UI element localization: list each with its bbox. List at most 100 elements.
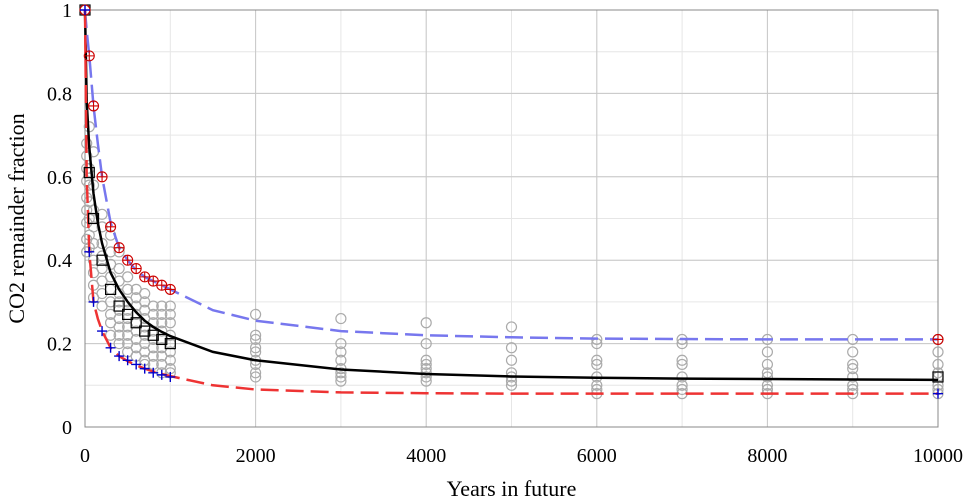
scatter-point [847,346,859,358]
upper-marker-cross [97,171,108,182]
scatter-point [591,379,603,391]
lower-bound-line [83,9,938,395]
scatter-point [122,283,134,295]
mean-marker [96,254,108,266]
scatter-point [164,354,176,366]
lower-marker [131,359,142,370]
scatter-point [147,342,159,354]
scatter-point [676,354,688,366]
lower-marker [122,355,133,366]
x-tick-label: 2000 [236,445,276,467]
mean-marker [147,329,159,341]
scatter-point [164,308,176,321]
scatter-point [113,329,125,341]
series-lines [83,9,939,395]
lower-marker [80,5,90,15]
upper-marker-cross [131,263,142,274]
lower-marker [165,371,176,382]
scatter-point [113,262,125,275]
scatter-point [164,300,176,312]
y-tick-label: 0 [62,417,72,439]
y-tick-label: 0.4 [47,250,72,272]
scatter-point [932,358,944,371]
scatter-point [81,204,93,216]
scatter-point [505,321,518,333]
scatter-point [164,329,176,341]
x-tick-label: 0 [80,445,90,467]
mean-marker [932,371,944,383]
scatter-point [761,346,774,358]
tick-labels: 0 2000 4000 6000 8000 10000 0 0.2 0.4 0.6 0.8 1 [47,0,963,467]
upper-marker-cross [165,284,176,295]
lower-marker [88,296,99,307]
mean-marker [130,317,142,329]
scatter-point [676,379,688,391]
scatter-point [156,317,168,329]
scatter-point [676,371,688,383]
scatter-point [591,354,603,366]
scatter-point [164,317,176,329]
upper-marker-cross [148,276,159,287]
scatter-point [335,312,347,325]
upper-marker-cross [122,255,133,266]
scatter-point [250,367,262,379]
x-tick-label: 10000 [913,445,963,467]
scatter-point [761,358,774,371]
scatter-point [335,338,347,350]
scatter-point [420,375,432,387]
scatter-point [156,300,168,312]
scatter-point [147,350,159,362]
scatter-point [420,354,432,366]
y-tick-label: 1 [62,0,72,22]
y-tick-label: 0.2 [47,334,72,356]
scatter-point [147,308,159,321]
y-tick-label: 0.6 [47,167,72,189]
scatter-point [847,371,859,383]
y-axis-label: CO2 remainder fraction [4,113,29,323]
lower-marker [114,351,125,362]
scatter-point [250,329,262,341]
scatter-point [761,379,774,391]
series-markers [79,4,944,399]
grid [84,9,939,428]
y-tick-label: 0.8 [47,83,72,105]
scatter-point [505,367,518,379]
scatter-point [505,342,518,354]
scatter-point [676,358,688,371]
scatter-point [250,346,262,358]
scatter-point [250,333,262,346]
x-tick-label: 6000 [577,445,617,467]
x-axis-label: Years in future [447,476,577,498]
mean-marker [87,212,100,225]
scatter-point [420,317,432,329]
scatter-point [250,342,262,354]
lower-marker [84,246,95,257]
scatter-point [147,300,159,312]
scatter-point [932,346,944,358]
scatter-point [250,308,262,321]
mean-marker [139,325,151,337]
scatter-point [113,312,125,325]
scatter-point [250,371,262,383]
mean-marker [164,338,176,350]
scatter-point [847,358,859,371]
scatter-point [761,371,774,383]
upper-marker-cross [139,271,150,282]
x-tick-label: 4000 [406,445,446,467]
upper-marker-cross [114,242,125,253]
lower-marker [97,326,108,337]
lower-marker [105,342,116,353]
scatter-point [104,296,117,308]
scatter-point [505,379,518,391]
scatter-point [420,358,432,371]
scatter-point [139,287,151,300]
scatter-point [420,371,432,383]
upper-marker-cross [88,100,99,111]
scatter-point [591,358,603,371]
mean-marker [122,308,134,321]
upper-marker-cross [933,334,943,345]
upper-marker-cross [105,221,116,232]
scatter-point [676,383,688,396]
scatter-point [420,338,432,350]
